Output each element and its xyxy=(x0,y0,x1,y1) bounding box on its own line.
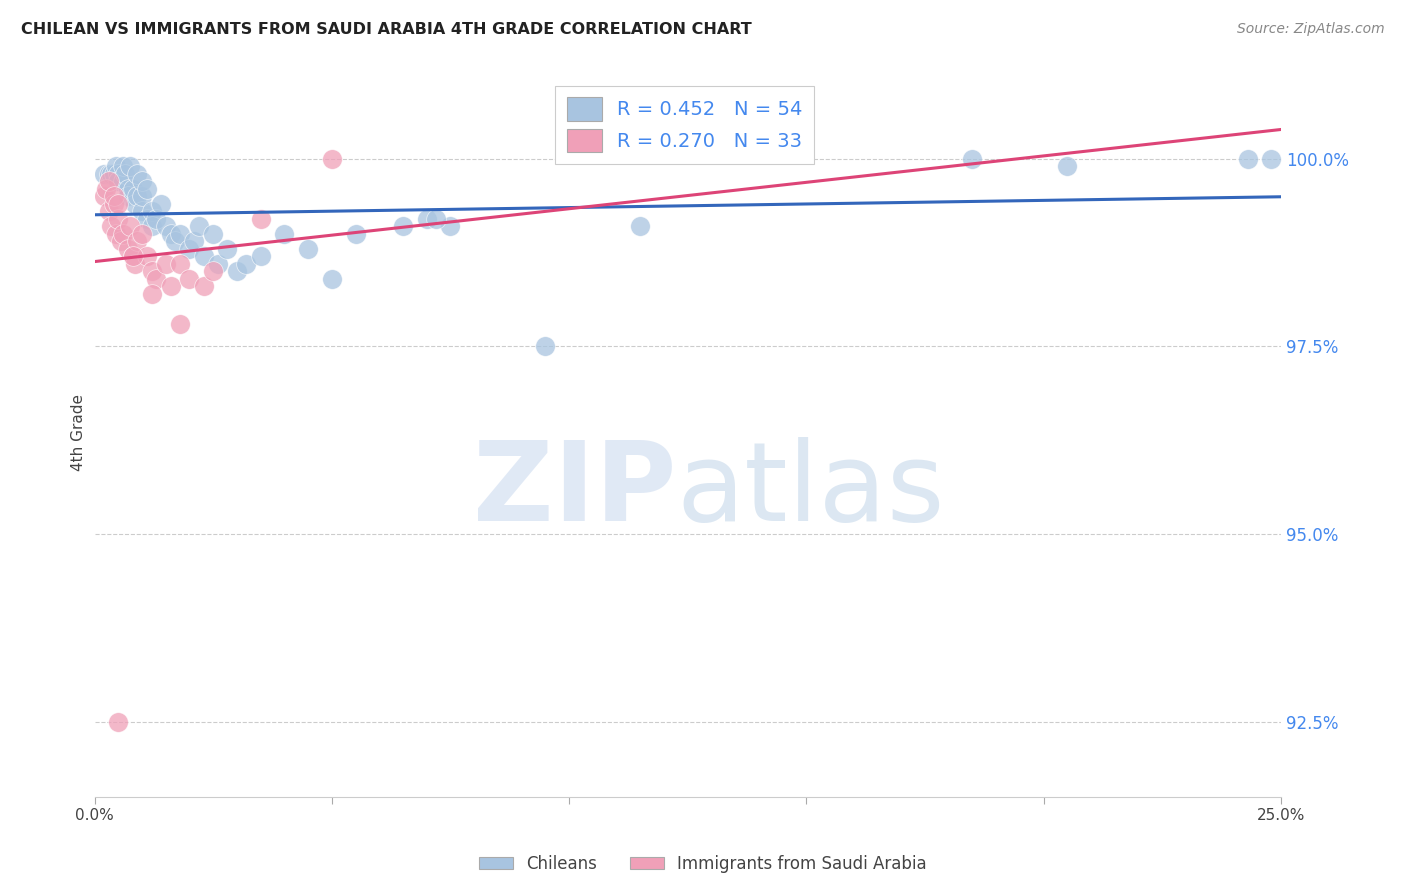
Y-axis label: 4th Grade: 4th Grade xyxy=(72,394,86,471)
Point xyxy=(169,257,191,271)
Point xyxy=(112,159,135,173)
Legend: Chileans, Immigrants from Saudi Arabia: Chileans, Immigrants from Saudi Arabia xyxy=(472,848,934,880)
Point xyxy=(131,227,153,241)
Point xyxy=(107,174,129,188)
Point xyxy=(93,167,115,181)
Point xyxy=(202,264,225,278)
Point xyxy=(165,234,187,248)
Point xyxy=(141,219,163,234)
Point xyxy=(226,264,249,278)
Text: atlas: atlas xyxy=(676,437,945,544)
Point xyxy=(96,181,118,195)
Point xyxy=(1236,152,1258,166)
Point xyxy=(131,189,153,203)
Point xyxy=(145,211,167,226)
Point xyxy=(202,227,225,241)
Point xyxy=(135,211,157,226)
Point xyxy=(103,167,125,181)
Point xyxy=(127,234,149,248)
Point xyxy=(179,271,201,285)
Point xyxy=(117,242,139,256)
Point xyxy=(249,249,271,263)
Point xyxy=(321,152,343,166)
Point xyxy=(107,196,129,211)
Point xyxy=(121,181,143,195)
Point xyxy=(159,227,181,241)
Point xyxy=(117,189,139,203)
Point xyxy=(112,174,135,188)
Point xyxy=(141,264,163,278)
Point xyxy=(425,211,447,226)
Point xyxy=(107,211,129,226)
Point xyxy=(104,227,127,241)
Point xyxy=(344,227,367,241)
Point xyxy=(183,234,205,248)
Point xyxy=(439,219,461,234)
Point xyxy=(93,189,115,203)
Text: CHILEAN VS IMMIGRANTS FROM SAUDI ARABIA 4TH GRADE CORRELATION CHART: CHILEAN VS IMMIGRANTS FROM SAUDI ARABIA … xyxy=(21,22,752,37)
Point xyxy=(297,242,319,256)
Point xyxy=(249,211,271,226)
Point xyxy=(962,152,984,166)
Point xyxy=(217,242,239,256)
Point xyxy=(155,219,177,234)
Point xyxy=(100,167,122,181)
Point xyxy=(159,279,181,293)
Point xyxy=(107,714,129,729)
Point xyxy=(131,204,153,219)
Point xyxy=(273,227,295,241)
Point xyxy=(169,317,191,331)
Point xyxy=(141,204,163,219)
Point xyxy=(112,227,135,241)
Point xyxy=(107,167,129,181)
Point xyxy=(124,257,146,271)
Point xyxy=(127,167,149,181)
Point xyxy=(207,257,229,271)
Point xyxy=(103,196,125,211)
Point xyxy=(193,249,215,263)
Point xyxy=(124,196,146,211)
Point xyxy=(120,159,142,173)
Point xyxy=(135,249,157,263)
Point xyxy=(127,189,149,203)
Point xyxy=(392,219,415,234)
Point xyxy=(179,242,201,256)
Text: ZIP: ZIP xyxy=(472,437,676,544)
Point xyxy=(169,227,191,241)
Point xyxy=(110,234,132,248)
Point xyxy=(150,196,173,211)
Point xyxy=(103,189,125,203)
Point xyxy=(141,286,163,301)
Point xyxy=(97,204,120,219)
Point xyxy=(97,174,120,188)
Point xyxy=(1260,152,1282,166)
Point xyxy=(121,249,143,263)
Point xyxy=(235,257,257,271)
Point xyxy=(155,257,177,271)
Point xyxy=(97,167,120,181)
Point xyxy=(104,159,127,173)
Point xyxy=(534,339,557,353)
Point xyxy=(114,167,136,181)
Point xyxy=(1056,159,1078,173)
Point xyxy=(188,219,211,234)
Point xyxy=(416,211,439,226)
Point xyxy=(145,271,167,285)
Point xyxy=(100,219,122,234)
Legend: R = 0.452   N = 54, R = 0.270   N = 33: R = 0.452 N = 54, R = 0.270 N = 33 xyxy=(555,86,814,164)
Point xyxy=(135,181,157,195)
Point xyxy=(131,174,153,188)
Point xyxy=(120,219,142,234)
Point xyxy=(628,219,651,234)
Point xyxy=(321,271,343,285)
Text: Source: ZipAtlas.com: Source: ZipAtlas.com xyxy=(1237,22,1385,37)
Point xyxy=(193,279,215,293)
Point xyxy=(121,249,143,263)
Point xyxy=(117,181,139,195)
